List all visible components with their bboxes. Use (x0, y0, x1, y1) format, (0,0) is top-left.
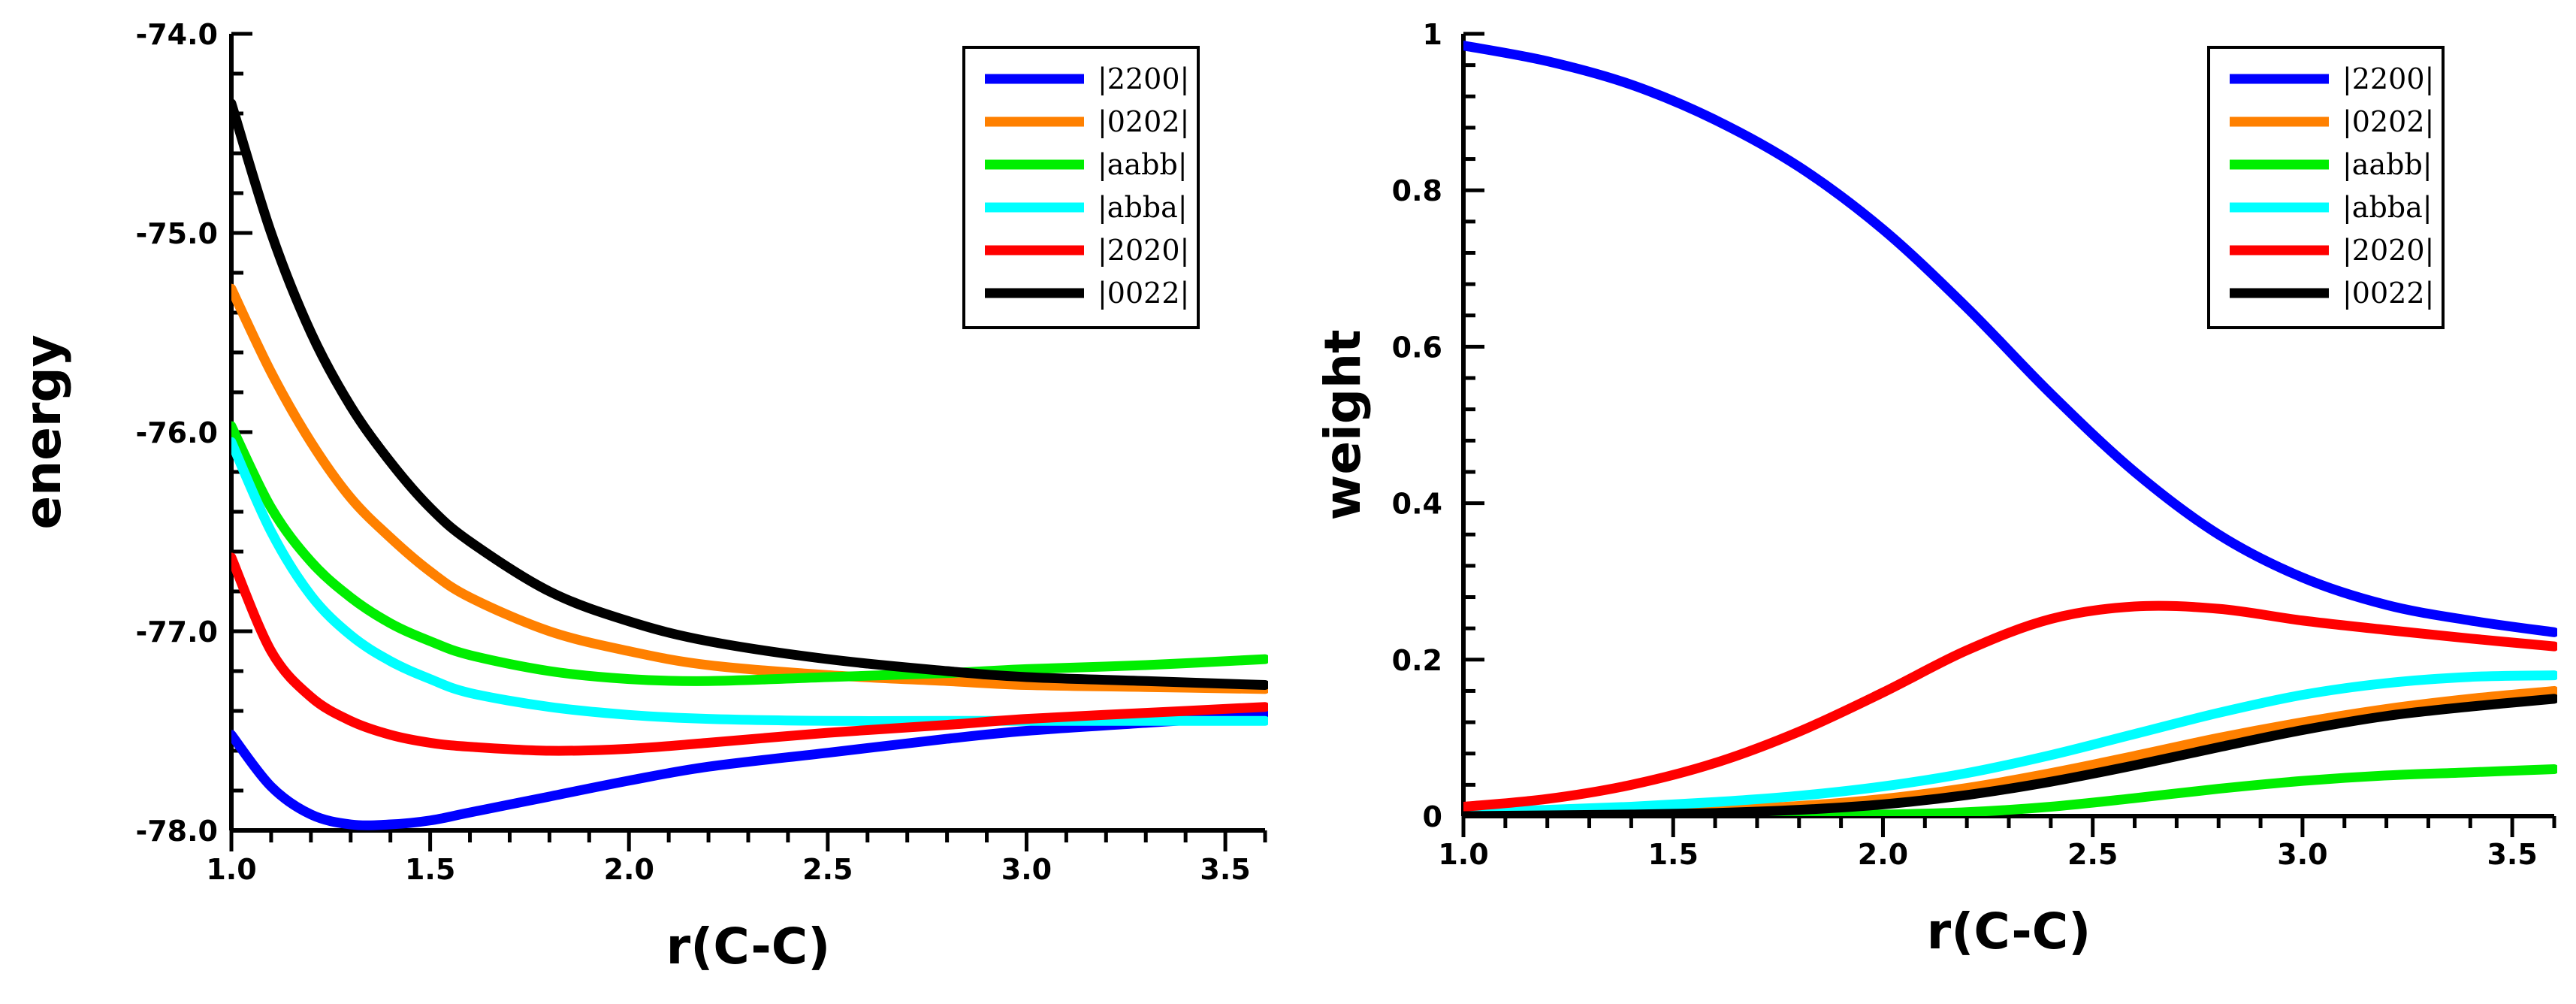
x-tick-label: 3.0 (1001, 853, 1052, 886)
energy-panel: 1.0 1.5 2.0 2.5 3.0 3.5 -78.0 -77.0 -76.0 -75.0 -7… (14, 18, 1268, 975)
x-axis-title: r(C-C) (666, 918, 831, 975)
legend-box (2207, 46, 2445, 329)
series-line-2020 (231, 552, 1268, 756)
legend-label: |0022| (2342, 277, 2434, 310)
y-tick-label: -74.0 (135, 18, 218, 51)
legend-label: |2020| (1098, 234, 1189, 267)
y-axis-title: energy (14, 334, 72, 529)
legend-label: |2020| (2342, 234, 2434, 267)
legend-label: |0202| (2342, 105, 2434, 138)
legend-label: |2200| (1098, 62, 1189, 95)
series-line-abba (1463, 670, 2557, 816)
y-tick-label: -77.0 (135, 615, 218, 649)
series-line-aabb (1463, 764, 2557, 816)
legend: |2200| |0202| |aabb| |abba| |2020| |0022| (962, 46, 1200, 329)
x-tick-label: 1.0 (1438, 838, 1488, 871)
x-tick-label: 2.0 (604, 853, 654, 886)
legend-label: |0022| (1098, 277, 1189, 310)
legend-label: |aabb| (1098, 148, 1188, 181)
legend-label: |2200| (2342, 62, 2434, 95)
series-line-2020 (1463, 600, 2557, 812)
series-line-2200 (231, 709, 1268, 830)
y-tick-label: -78.0 (135, 815, 218, 848)
y-tick-label: 0.4 (1392, 488, 1442, 521)
legend-label: |abba| (1098, 191, 1188, 224)
legend-label: |aabb| (2342, 148, 2433, 181)
y-tick-label: 1 (1423, 18, 1442, 51)
y-tick-label: 0.2 (1392, 644, 1442, 677)
x-tick-label: 1.5 (1648, 838, 1699, 871)
weight-panel: 1.0 1.5 2.0 2.5 3.0 3.5 0 0.2 0.4 0.6 0.8 1 r(C-C) we… (1314, 18, 2557, 960)
x-axis-title: r(C-C) (1927, 903, 2091, 960)
y-tick-label: -75.0 (135, 217, 218, 250)
x-tick-label: 3.5 (1200, 853, 1250, 886)
series-line-0022 (231, 98, 1268, 691)
x-tick-label: 2.5 (802, 853, 853, 886)
x-tick-label: 2.0 (1858, 838, 1908, 871)
series-line-0202 (231, 283, 1268, 694)
series-line-0022 (1463, 694, 2557, 816)
legend-label: |abba| (2342, 191, 2433, 224)
y-tick-label: 0 (1423, 800, 1442, 833)
x-tick-label: 3.0 (2277, 838, 2327, 871)
legend-label: |0202| (1098, 105, 1189, 138)
x-tick-label: 1.0 (206, 853, 256, 886)
x-tick-label: 2.5 (2067, 838, 2118, 871)
y-tick-label: -76.0 (135, 416, 218, 449)
series-group (231, 98, 1268, 830)
series-line-2200 (1463, 41, 2557, 637)
series-group (1463, 41, 2557, 816)
y-axis-title: weight (1314, 329, 1372, 520)
legend-box (962, 46, 1200, 329)
series-line-aabb (231, 421, 1268, 686)
series-line-0202 (1463, 685, 2557, 816)
y-tick-label: 0.6 (1392, 331, 1442, 364)
x-tick-label: 3.5 (2487, 838, 2537, 871)
x-tick-label: 1.5 (405, 853, 455, 886)
legend: |2200| |0202| |aabb| |abba| |2020| |0022| (2207, 46, 2445, 329)
y-tick-label: 0.8 (1392, 174, 1442, 207)
